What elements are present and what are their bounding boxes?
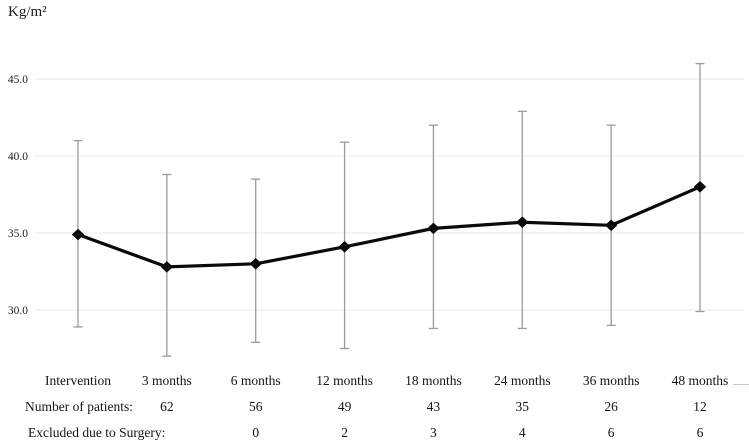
table-value: 26 (604, 399, 618, 414)
row-label: Excluded due to Surgery: (28, 425, 166, 440)
data-point-marker (516, 216, 529, 229)
y-tick-label: 35.0 (8, 228, 28, 240)
data-point-marker (604, 219, 618, 232)
y-tick-label: 30.0 (8, 305, 28, 317)
table-value: 4 (518, 425, 526, 440)
bmi-line-chart: 45.0 40.0 35.0 30.0 (8, 62, 744, 357)
table-value: 6 (607, 425, 615, 440)
data-point-marker (160, 261, 174, 273)
x-category-label: 48 months (671, 373, 729, 388)
table-value: 12 (693, 399, 707, 414)
data-point-marker (338, 241, 351, 253)
x-category-label: 24 months (493, 373, 551, 388)
table-value: 62 (160, 399, 174, 414)
table-value: 43 (426, 399, 441, 414)
x-category-label: Intervention (45, 373, 111, 388)
y-axis-unit-label: Kg/m² (8, 4, 47, 20)
x-category-label: 36 months (582, 373, 640, 388)
y-tick-label: 40.0 (8, 151, 28, 163)
x-axis-line-stub (733, 384, 749, 385)
table-value: 6 (696, 425, 704, 440)
y-tick-label: 45.0 (8, 74, 28, 86)
table-value: 3 (430, 425, 437, 440)
table-value: 49 (337, 399, 352, 414)
data-point-marker (249, 258, 262, 270)
data-point-marker (71, 228, 85, 241)
x-category-label: 3 months (141, 373, 192, 388)
row-label: Number of patients: (25, 399, 133, 414)
table-value: 56 (248, 399, 263, 414)
data-point-marker (693, 181, 707, 193)
table-value: 35 (515, 399, 530, 414)
table-value: 2 (341, 425, 348, 440)
x-category-label: 6 months (230, 373, 281, 388)
x-category-label: 12 months (316, 373, 373, 388)
data-point-marker (427, 222, 440, 235)
series-line (76, 185, 702, 269)
x-category-label: 18 months (405, 373, 462, 388)
table-value: 0 (252, 425, 260, 440)
